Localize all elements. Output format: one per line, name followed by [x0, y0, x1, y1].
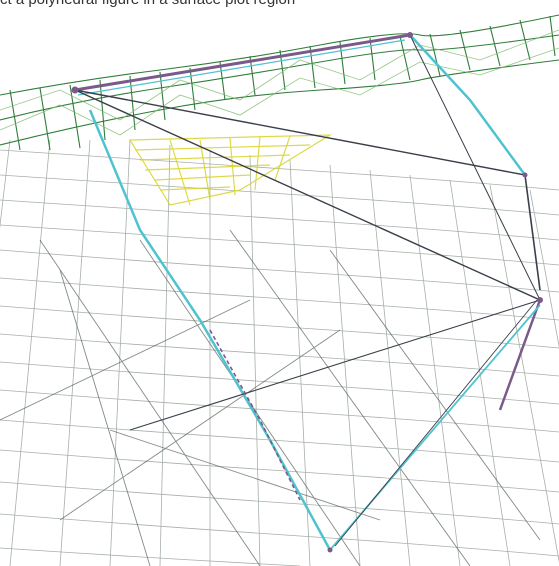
- surface-mesh: [0, 140, 559, 566]
- vertex: [72, 87, 79, 94]
- edge-inner-2: [75, 90, 540, 300]
- polyhedron-vertices: [72, 32, 544, 553]
- vertex: [537, 297, 543, 303]
- edge-bottom-right-2: [335, 300, 537, 546]
- vertex: [523, 173, 528, 178]
- edge-right-upper: [410, 35, 525, 175]
- ridge-band: [0, 15, 559, 150]
- vertex: [407, 32, 413, 38]
- edge-top-cyan: [78, 40, 405, 95]
- vertex: [328, 548, 333, 553]
- edge-top: [75, 35, 410, 90]
